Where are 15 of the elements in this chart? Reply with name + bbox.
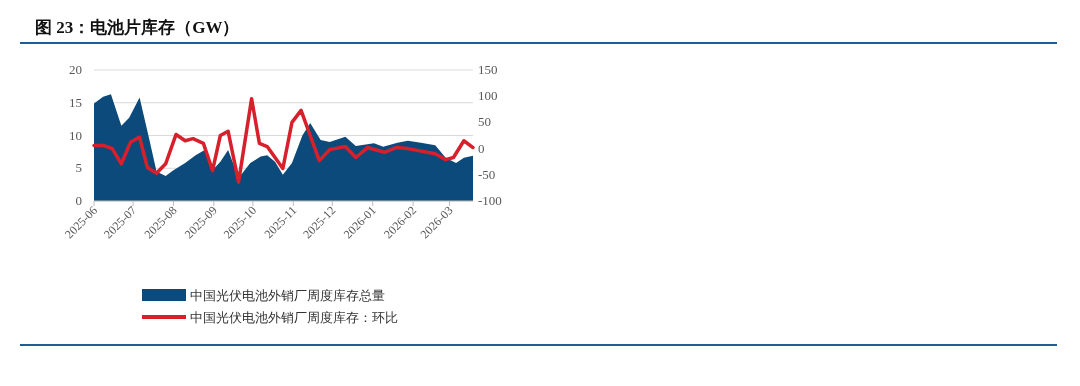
legend-label: 中国光伏电池外销厂周度库存：环比 bbox=[190, 310, 398, 325]
y2-tick-label: 100 bbox=[478, 88, 498, 104]
y2-tick-label: 0 bbox=[478, 140, 485, 156]
line-series bbox=[92, 97, 475, 184]
y2-tick-label: 150 bbox=[478, 62, 498, 77]
y-tick-label: 10 bbox=[69, 127, 82, 143]
y-tick-label: 15 bbox=[69, 94, 82, 110]
y2-tick-label: -50 bbox=[478, 166, 496, 182]
y-tick-label: 0 bbox=[75, 193, 82, 208]
y2-tick-label: -100 bbox=[478, 193, 502, 208]
chart-title: 图 23：电池片库存（GW） bbox=[35, 18, 240, 37]
y-tick-label: 20 bbox=[69, 62, 82, 77]
y2-tick-label: 50 bbox=[478, 114, 491, 130]
legend-label: 中国光伏电池外销厂周度库存总量 bbox=[190, 288, 385, 303]
y-tick-label: 5 bbox=[75, 160, 82, 176]
